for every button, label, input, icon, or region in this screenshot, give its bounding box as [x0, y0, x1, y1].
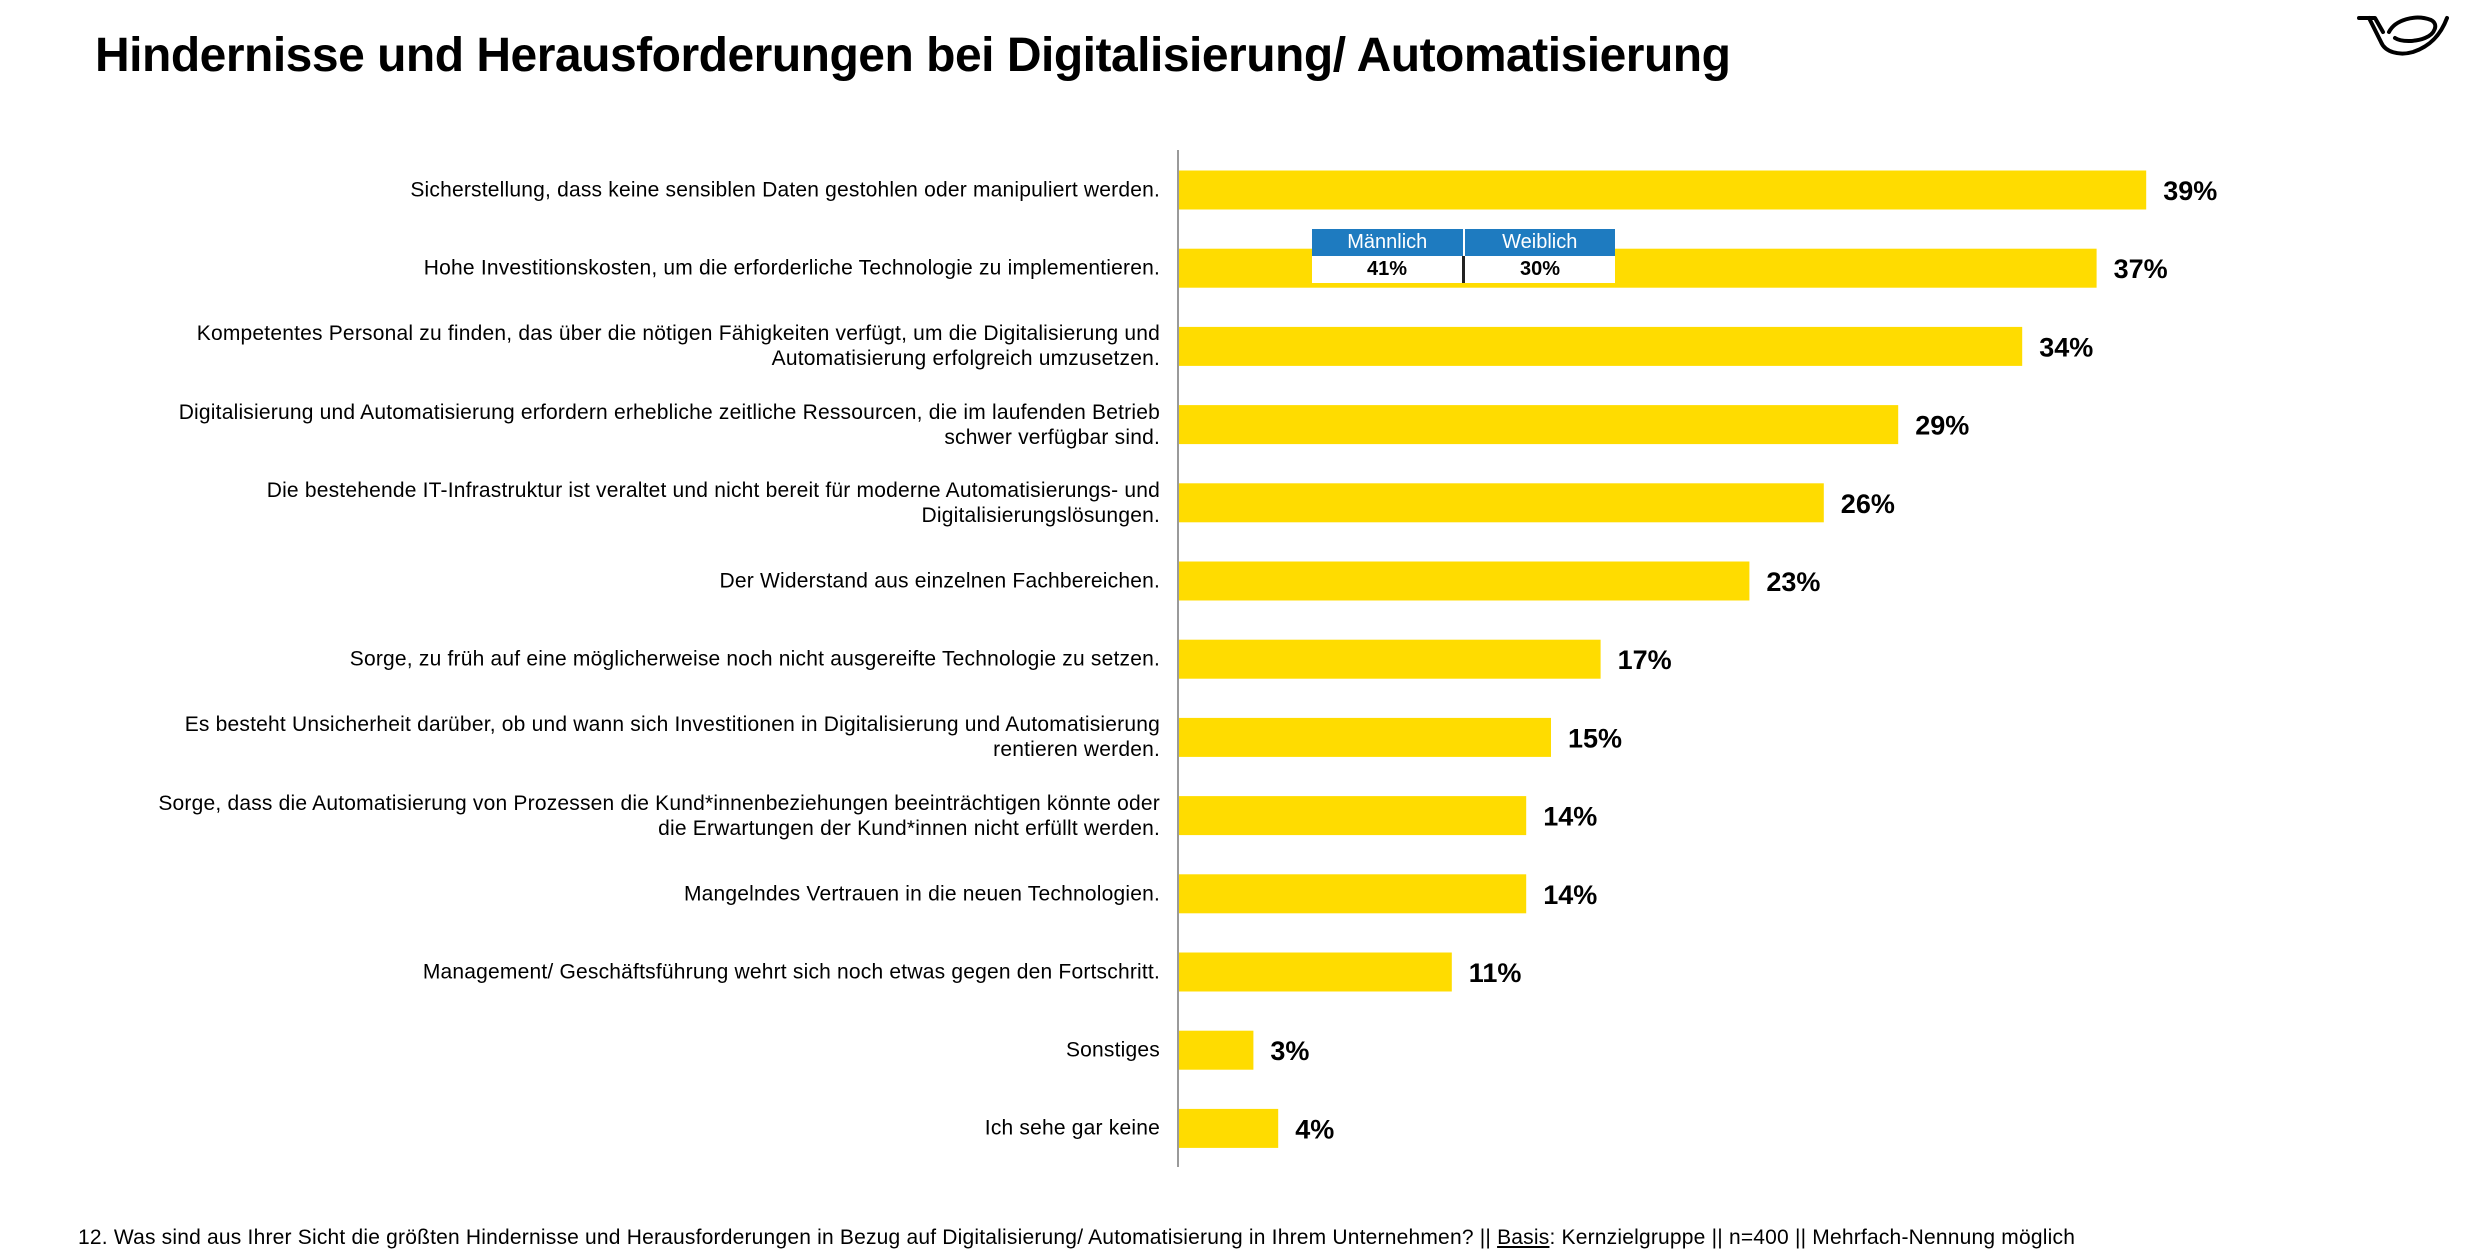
- bar: [1179, 717, 1551, 757]
- category-label: Sorge, dass die Automatisierung von Proz…: [0, 791, 1160, 841]
- bar: [1179, 1108, 1279, 1148]
- bar-value-label: 23%: [1766, 567, 1820, 597]
- category-label: Es besteht Unsicherheit darüber, ob und …: [0, 712, 1160, 762]
- bar: [1179, 1030, 1254, 1070]
- bar-value-label: 14%: [1543, 880, 1597, 910]
- category-label: Digitalisierung und Automatisierung erfo…: [0, 400, 1160, 450]
- category-label-line: Digitalisierungslösungen.: [921, 503, 1160, 527]
- footnote: 12. Was sind aus Ihrer Sicht die größten…: [78, 1226, 2075, 1250]
- category-label: Sonstiges: [0, 1038, 1160, 1063]
- y-axis-line: [1177, 150, 1179, 1167]
- category-label-line: Mangelndes Vertrauen in die neuen Techno…: [683, 882, 1160, 906]
- posthorn-logo-icon: [2357, 15, 2449, 56]
- category-label-line: Automatisierung erfolgreich umzusetzen.: [771, 347, 1160, 371]
- bar-value-label: 11%: [1469, 958, 1522, 988]
- bar: [1179, 405, 1899, 445]
- bar: [1179, 170, 2147, 210]
- category-label-line: Es besteht Unsicherheit darüber, ob und …: [184, 713, 1160, 737]
- category-label-line: Management/ Geschäftsführung wehrt sich …: [422, 960, 1160, 984]
- category-label: Die bestehende IT-Infrastruktur ist vera…: [0, 478, 1160, 528]
- bar-value-label: 39%: [2163, 176, 2217, 206]
- bar-value-label: 15%: [1568, 723, 1622, 753]
- gender-breakdown-table: Männlich Weiblich 41% 30%: [1312, 229, 1615, 283]
- bar: [1179, 326, 2023, 366]
- bar-value-label: 37%: [2114, 254, 2168, 284]
- bar-value-label: 34%: [2039, 332, 2093, 362]
- inset-header-male: Männlich: [1312, 229, 1465, 256]
- bar: [1179, 874, 1527, 914]
- category-label-line: Ich sehe gar keine: [984, 1116, 1160, 1140]
- bar-value-label: 3%: [1270, 1036, 1309, 1066]
- category-label: Hohe Investitionskosten, um die erforder…: [0, 256, 1160, 281]
- category-label-line: Sonstiges: [1065, 1038, 1160, 1062]
- inset-header-female: Weiblich: [1463, 229, 1615, 256]
- category-label-line: schwer verfügbar sind.: [944, 425, 1160, 449]
- category-label-line: Kompetentes Personal zu finden, das über…: [196, 322, 1160, 346]
- category-label-line: Sorge, zu früh auf eine möglicherweise n…: [349, 647, 1160, 671]
- category-label-line: Digitalisierung und Automatisierung erfo…: [178, 400, 1160, 424]
- inset-value-male: 41%: [1312, 256, 1465, 283]
- category-label: Sorge, zu früh auf eine möglicherweise n…: [0, 647, 1160, 672]
- inset-value-female: 30%: [1463, 256, 1615, 283]
- bar: [1179, 561, 1750, 601]
- category-label: Management/ Geschäftsführung wehrt sich …: [0, 960, 1160, 985]
- footnote-basis-label: Basis: [1497, 1226, 1550, 1249]
- category-label-line: Sicherstellung, dass keine sensiblen Dat…: [410, 178, 1160, 202]
- category-label: Ich sehe gar keine: [0, 1116, 1160, 1141]
- bar-value-label: 26%: [1841, 489, 1895, 519]
- bar-value-label: 29%: [1915, 411, 1969, 441]
- category-label: Sicherstellung, dass keine sensiblen Dat…: [0, 178, 1160, 203]
- bar: [1179, 952, 1452, 992]
- bar: [1179, 483, 1824, 523]
- category-label: Mangelndes Vertrauen in die neuen Techno…: [0, 881, 1160, 906]
- category-label-line: rentieren werden.: [993, 738, 1160, 762]
- bar-value-label: 17%: [1618, 645, 1672, 675]
- footnote-question: 12. Was sind aus Ihrer Sicht die größten…: [78, 1226, 1498, 1249]
- category-label: Kompetentes Personal zu finden, das über…: [0, 321, 1160, 371]
- bar-value-label: 14%: [1543, 802, 1597, 832]
- category-label: Der Widerstand aus einzelnen Fachbereich…: [0, 569, 1160, 594]
- category-label-line: die Erwartungen der Kund*innen nicht erf…: [658, 816, 1160, 840]
- footnote-sample: : Kernzielgruppe || n=400 || Mehrfach-Ne…: [1549, 1226, 2076, 1249]
- category-label-line: Hohe Investitionskosten, um die erforder…: [423, 256, 1160, 280]
- bar: [1179, 796, 1527, 836]
- category-label-line: Sorge, dass die Automatisierung von Proz…: [158, 791, 1160, 815]
- category-label-line: Der Widerstand aus einzelnen Fachbereich…: [719, 569, 1160, 593]
- bar-value-label: 4%: [1295, 1114, 1334, 1144]
- page-title: Hindernisse und Herausforderungen bei Di…: [95, 29, 1731, 82]
- bar: [1179, 639, 1601, 679]
- category-label-line: Die bestehende IT-Infrastruktur ist vera…: [266, 478, 1160, 502]
